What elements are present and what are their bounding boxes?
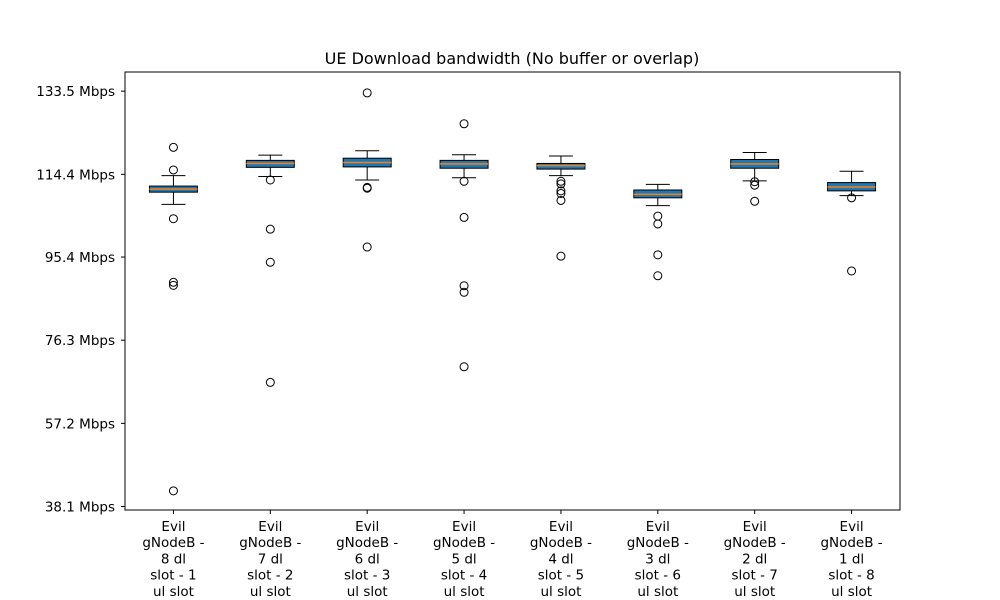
y-tick-label: 57.2 Mbps (45, 416, 115, 432)
x-tick-label: Evil gNodeB -2 dl slot - 7 ul slot (724, 519, 786, 600)
x-tick-label: Evil gNodeB -1 dl slot - 8 ul slot (820, 519, 882, 600)
x-tick-label: Evil gNodeB -6 dl slot - 3 ul slot (336, 519, 398, 600)
outlier-point (750, 196, 760, 206)
box-group (439, 119, 489, 372)
outlier-point (168, 142, 178, 152)
y-tick-label: 76.3 Mbps (45, 333, 115, 349)
outlier-point (459, 176, 469, 186)
outlier-point (265, 257, 275, 267)
outlier-point (459, 362, 469, 372)
outlier-point (265, 175, 275, 185)
x-tick-label: Evil gNodeB -3 dl slot - 6 ul slot (627, 519, 689, 600)
outlier-point (556, 188, 566, 198)
outlier-point (168, 486, 178, 496)
outlier-point (362, 242, 372, 252)
outlier-point (265, 224, 275, 234)
box-group (342, 88, 392, 252)
outlier-point (653, 271, 663, 281)
outlier-point (362, 183, 372, 193)
boxes-layer (148, 88, 877, 496)
outlier-point (653, 219, 663, 229)
outlier-point (459, 281, 469, 291)
box-group (245, 154, 295, 387)
x-axis: Evil gNodeB -8 dl slot - 1 ul slot Evil gNode… (142, 510, 883, 600)
box-group (148, 142, 198, 496)
outlier-point (750, 180, 760, 190)
outlier-point (847, 193, 857, 203)
y-tick-label: 38.1 Mbps (45, 500, 115, 516)
outlier-point (653, 250, 663, 260)
x-tick-label: Evil gNodeB -8 dl slot - 1 ul slot (142, 519, 204, 600)
outlier-point (653, 211, 663, 221)
plot-area (124, 71, 901, 511)
outlier-point (459, 119, 469, 129)
outlier-point (168, 277, 178, 287)
y-tick-label: 133.5 Mbps (36, 84, 115, 100)
outlier-point (168, 280, 178, 290)
outlier-point (556, 176, 566, 186)
outlier-point (556, 195, 566, 205)
outlier-point (556, 179, 566, 189)
outlier-point (168, 165, 178, 175)
outlier-point (556, 186, 566, 196)
box-group (827, 170, 877, 276)
y-tick-label: 114.4 Mbps (36, 167, 115, 183)
box-group (730, 152, 780, 206)
y-axis: 38.1 Mbps 57.2 Mbps 76.3 Mbps 95.4 Mbps 114.… (36, 84, 125, 516)
y-tick-label: 95.4 Mbps (45, 250, 115, 266)
outlier-point (847, 266, 857, 276)
x-tick-label: Evil gNodeB -4 dl slot - 5 ul slot (530, 519, 592, 600)
box-group (633, 183, 683, 281)
outlier-point (556, 251, 566, 261)
box-group (536, 155, 586, 261)
chart-title: UE Download bandwidth (No buffer or over… (325, 49, 700, 68)
x-tick-label: Evil gNodeB -7 dl slot - 2 ul slot (239, 519, 301, 600)
x-tick-label: Evil gNodeB -5 dl slot - 4 ul slot (433, 519, 495, 600)
outlier-point (168, 214, 178, 224)
outlier-point (459, 287, 469, 297)
outlier-point (459, 212, 469, 222)
outlier-point (362, 88, 372, 98)
outlier-point (265, 377, 275, 387)
outlier-point (750, 177, 760, 187)
